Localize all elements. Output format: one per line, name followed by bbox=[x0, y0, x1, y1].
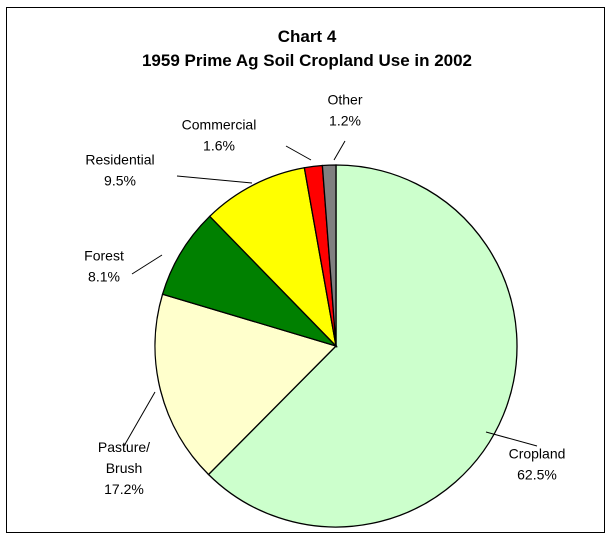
leader-line-cropland bbox=[485, 431, 538, 447]
pie-slice-other bbox=[321, 164, 337, 347]
data-label-name-cropland: Cropland bbox=[509, 446, 566, 462]
leader-line-forest bbox=[131, 254, 163, 275]
data-label-value-cropland: 62.5% bbox=[517, 467, 557, 483]
pie-slice-forest bbox=[161, 215, 339, 348]
data-label-name-other: Other bbox=[327, 92, 362, 108]
data-label-name-pasture-brush: Brush bbox=[106, 460, 143, 476]
chart-title: Chart 4 bbox=[277, 27, 337, 46]
chart-subtitle: 1959 Prime Ag Soil Cropland Use in 2002 bbox=[141, 51, 473, 70]
data-label-value-residential: 9.5% bbox=[104, 173, 136, 189]
data-label-name-forest: Forest bbox=[84, 248, 124, 264]
leader-line-residential bbox=[176, 175, 253, 184]
leader-line-other bbox=[333, 140, 346, 161]
pie-slice-pasture-brush bbox=[154, 293, 338, 476]
data-label-name-residential: Residential bbox=[85, 152, 154, 168]
data-label-name-commercial: Commercial bbox=[182, 117, 257, 133]
data-label-value-forest: 8.1% bbox=[88, 269, 120, 285]
leader-line-pasture-brush bbox=[123, 391, 156, 447]
data-label-value-pasture-brush: 17.2% bbox=[104, 481, 144, 497]
data-label-name-pasture-brush: Pasture/ bbox=[98, 439, 150, 455]
data-label-value-other: 1.2% bbox=[329, 113, 361, 129]
data-label-value-commercial: 1.6% bbox=[203, 138, 235, 154]
pie-slice-cropland bbox=[207, 164, 518, 528]
leader-line-commercial bbox=[285, 145, 312, 161]
pie-slice-residential bbox=[208, 167, 338, 348]
